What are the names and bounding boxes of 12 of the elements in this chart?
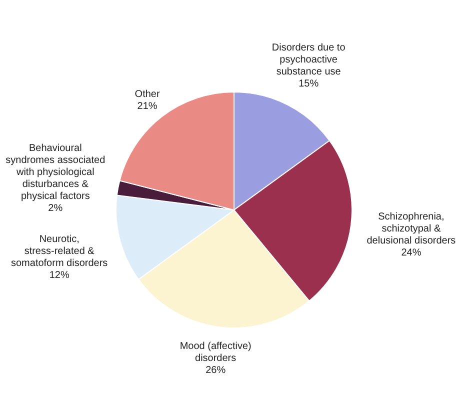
data-label: 24% — [401, 247, 422, 258]
data-label: 2% — [48, 202, 63, 214]
slice-label: Mood (affective) disorders — [180, 340, 252, 364]
slice-label: Other — [134, 89, 160, 100]
data-label: 15% — [298, 78, 319, 90]
slice-label: Schizophrenia, schizotypal & delusional disorders — [366, 211, 456, 246]
slice-label: Neurotic, stress-related & somatoform disorders — [10, 234, 108, 269]
slice-label: Behavioural syndromes associated with physiological disturbances & physical factors — [6, 142, 106, 202]
data-label: 26% — [206, 364, 226, 376]
slice-label: Disorders due to psychoactive substance use — [272, 42, 346, 78]
data-label: 12% — [49, 270, 70, 281]
data-label: 21% — [137, 101, 158, 112]
